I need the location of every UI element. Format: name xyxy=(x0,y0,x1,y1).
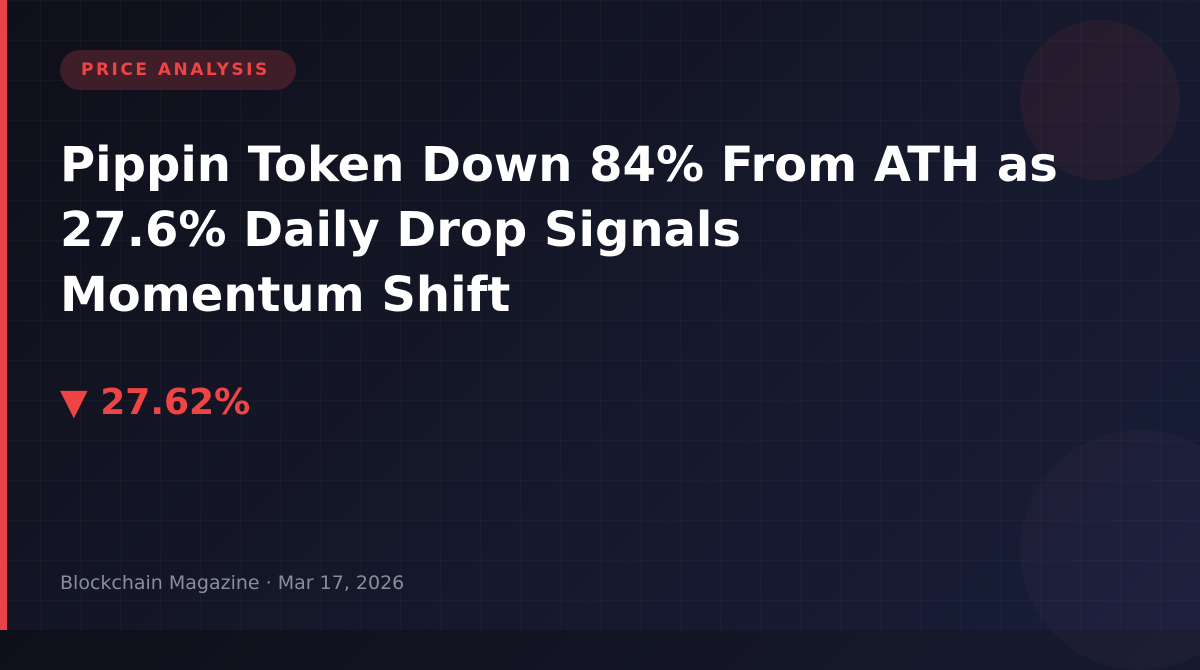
background-grid xyxy=(0,0,1200,630)
accent-bar xyxy=(0,0,7,630)
headline: Pippin Token Down 84% From ATH as 27.6% … xyxy=(60,137,1058,323)
price-change: ▼ 27.62% xyxy=(60,380,250,426)
price-change-value: 27.62% xyxy=(100,382,251,423)
triangle-down-icon: ▼ xyxy=(60,382,88,423)
category-badge: PRICE ANALYSIS xyxy=(60,50,296,90)
decorative-circle xyxy=(1020,20,1180,180)
publish-date: Mar 17, 2026 xyxy=(277,572,405,594)
publisher: Blockchain Magazine xyxy=(60,572,260,594)
byline: Blockchain Magazine · Mar 17, 2026 xyxy=(60,570,404,596)
separator: · xyxy=(265,572,272,594)
